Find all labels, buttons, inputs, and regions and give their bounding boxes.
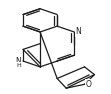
Text: N: N [75,27,81,36]
Text: H: H [16,63,21,68]
Text: N: N [16,57,21,66]
Text: O: O [86,80,92,89]
